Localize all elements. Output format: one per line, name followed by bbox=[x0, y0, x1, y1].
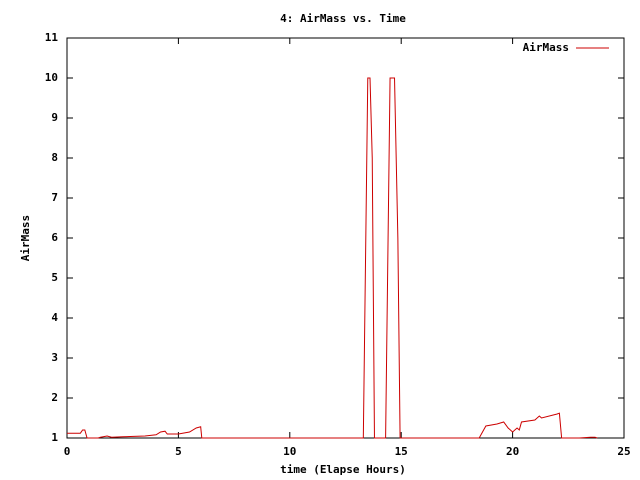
chart-title: 4: AirMass vs. Time bbox=[280, 12, 406, 25]
y-tick-label: 1 bbox=[51, 431, 58, 444]
x-tick-label: 10 bbox=[283, 445, 296, 458]
x-tick-label: 15 bbox=[395, 445, 408, 458]
legend-label: AirMass bbox=[523, 41, 569, 54]
y-tick-label: 9 bbox=[51, 111, 58, 124]
x-tick-label: 20 bbox=[506, 445, 519, 458]
y-tick-label: 3 bbox=[51, 351, 58, 364]
y-tick-label: 5 bbox=[51, 271, 58, 284]
x-axis-label: time (Elapse Hours) bbox=[280, 463, 406, 476]
x-tick-label: 25 bbox=[617, 445, 630, 458]
y-tick-label: 7 bbox=[51, 191, 58, 204]
y-tick-label: 11 bbox=[45, 31, 59, 44]
y-tick-label: 10 bbox=[45, 71, 58, 84]
y-axis-label: AirMass bbox=[19, 215, 32, 261]
y-tick-label: 2 bbox=[51, 391, 58, 404]
x-tick-label: 0 bbox=[64, 445, 71, 458]
y-tick-label: 6 bbox=[51, 231, 58, 244]
y-tick-label: 4 bbox=[51, 311, 58, 324]
data-line bbox=[67, 77, 598, 439]
x-tick-label: 5 bbox=[175, 445, 182, 458]
y-tick-label: 8 bbox=[51, 151, 58, 164]
